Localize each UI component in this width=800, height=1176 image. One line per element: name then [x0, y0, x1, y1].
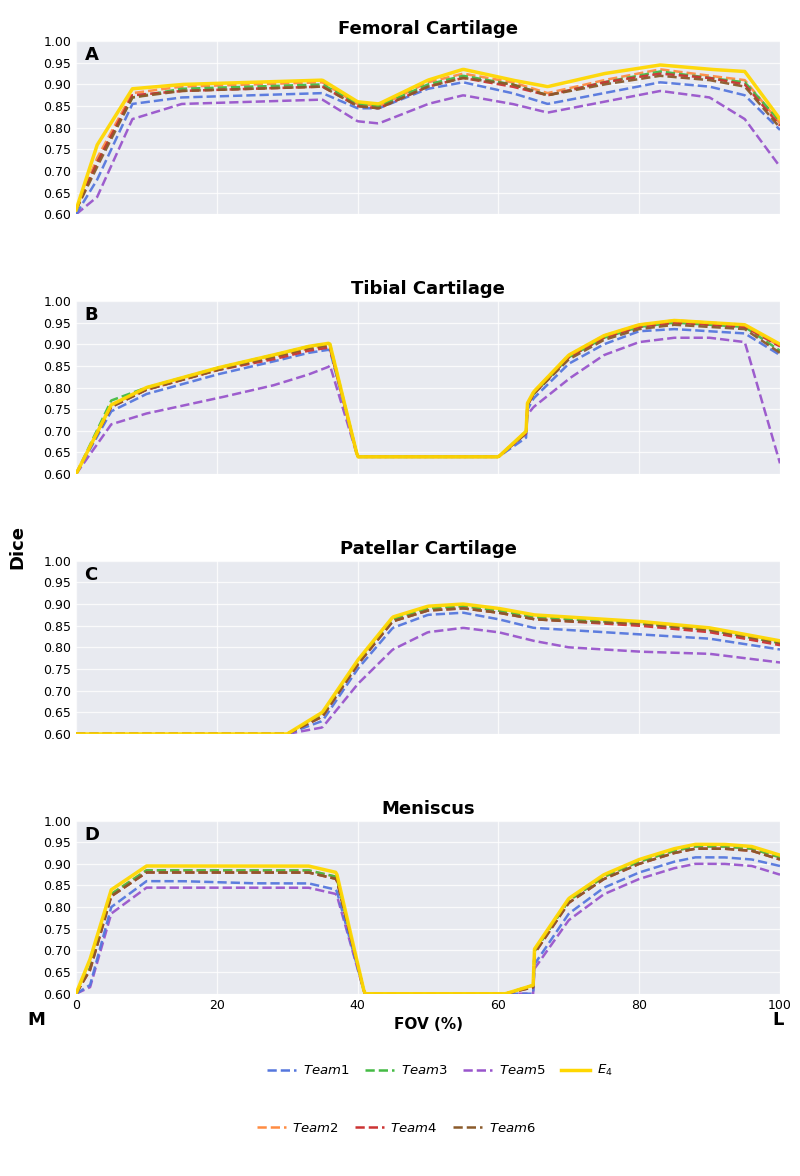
Text: Dice: Dice: [9, 524, 26, 569]
Legend: $\mathit{Team 1}$, $\mathit{Team 3}$, $\mathit{Team 5}$, $E_4$: $\mathit{Team 1}$, $\mathit{Team 3}$, $\…: [262, 1058, 618, 1083]
Text: B: B: [85, 306, 98, 325]
Title: Tibial Cartilage: Tibial Cartilage: [351, 280, 505, 298]
Title: Meniscus: Meniscus: [381, 800, 475, 817]
Text: D: D: [85, 826, 99, 843]
Text: C: C: [85, 566, 98, 584]
Title: Patellar Cartilage: Patellar Cartilage: [339, 540, 517, 557]
Text: L: L: [772, 1011, 783, 1029]
Title: Femoral Cartilage: Femoral Cartilage: [338, 20, 518, 38]
Text: A: A: [85, 46, 98, 65]
Text: M: M: [27, 1011, 45, 1029]
Legend: $\mathit{Team 2}$, $\mathit{Team 4}$, $\mathit{Team 6}$: $\mathit{Team 2}$, $\mathit{Team 4}$, $\…: [251, 1116, 541, 1140]
X-axis label: FOV (%): FOV (%): [394, 1017, 462, 1033]
